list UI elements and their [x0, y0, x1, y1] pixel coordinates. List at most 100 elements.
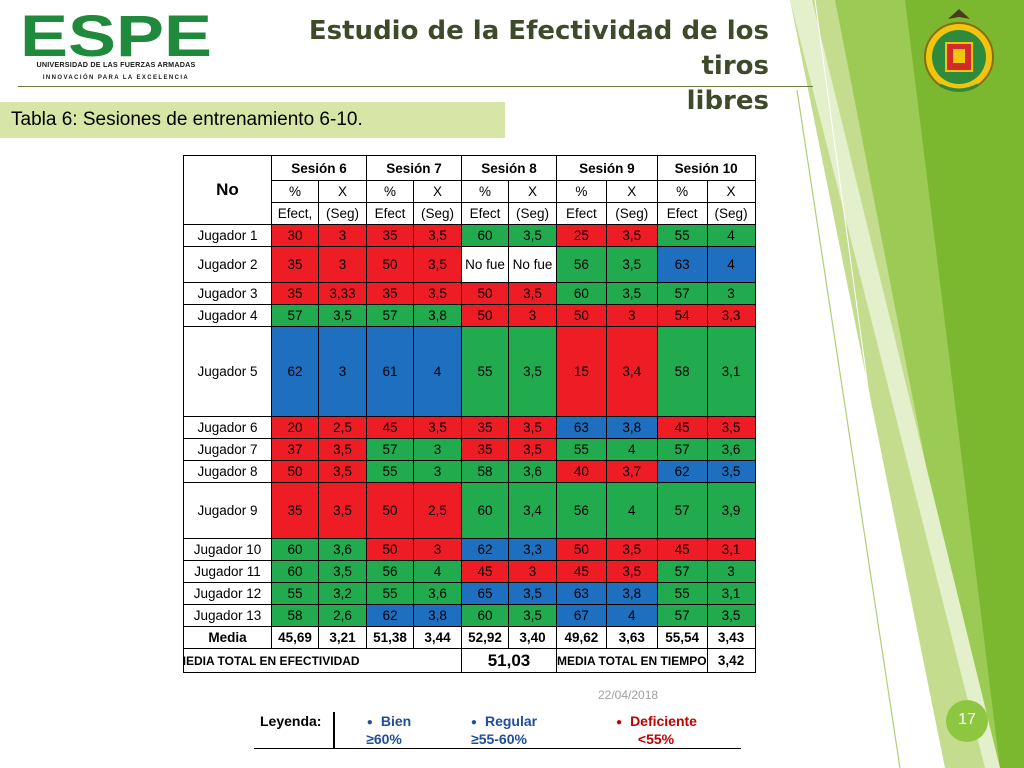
media-value: 45,69: [271, 626, 319, 649]
effectiveness-cell: 50: [366, 482, 414, 539]
time-cell: 2,5: [413, 482, 462, 539]
media-value: 3,44: [413, 626, 462, 649]
time-cell: 3,9: [706, 482, 756, 539]
university-tagline: INNOVACIÓN PARA LA EXCELENCIA: [42, 75, 190, 81]
effectiveness-cell: 57: [656, 560, 708, 583]
time-cell: 3,1: [706, 326, 756, 417]
legend-item-deficiente: ● Deficiente: [599, 713, 714, 729]
time-cell: 3: [706, 560, 756, 583]
effectiveness-cell: 62: [271, 326, 319, 417]
time-cell: 3,8: [605, 582, 658, 605]
table-row: Jugador 1 30 3 35 3,5 60 3,5 25 3,5 55 4: [183, 224, 756, 247]
time-cell: 3,5: [508, 582, 557, 605]
player-name: Jugador 11: [183, 560, 272, 583]
effectiveness-cell: 62: [461, 538, 509, 561]
time-cell: 3: [318, 224, 367, 247]
effectiveness-cell: 45: [556, 560, 607, 583]
time-cell: 3: [318, 246, 367, 283]
effectiveness-cell: 50: [366, 538, 414, 561]
subheader-unit: Efect: [656, 202, 708, 225]
session-header: Sesión 7: [366, 155, 462, 181]
legend-title: Leyenda:: [260, 713, 322, 729]
time-cell: 3: [508, 560, 557, 583]
effectiveness-cell: 60: [271, 560, 319, 583]
time-cell: 3,5: [706, 604, 756, 627]
table-row: Jugador 11 60 3,5 56 4 45 3 45 3,5 57 3: [183, 560, 756, 583]
time-cell: 3: [413, 438, 462, 461]
table-row: Jugador 4 57 3,5 57 3,8 50 3 50 3 54 3,3: [183, 304, 756, 327]
effectiveness-cell: 35: [271, 246, 319, 283]
effectiveness-cell: 62: [366, 604, 414, 627]
effectiveness-cell: 55: [366, 460, 414, 483]
subheader-unit: Efect: [461, 202, 509, 225]
total-tiempo-value: 3,42: [706, 648, 756, 673]
player-name: Jugador 6: [183, 416, 272, 439]
table-row: Jugador 7 37 3,5 57 3 35 3,5 55 4 57 3,6: [183, 438, 756, 461]
subheader-unit: Efect: [366, 202, 414, 225]
effectiveness-cell: 63: [556, 416, 607, 439]
subheader-symbol: %: [366, 180, 414, 203]
table-row: Jugador 13 58 2,6 62 3,8 60 3,5 67 4 57 3,5: [183, 604, 756, 627]
time-cell: 3,5: [318, 560, 367, 583]
table-row: Jugador 2 35 3 50 3,5 No fue No fue 56 3,5 63 4: [183, 246, 756, 283]
time-cell: 3,5: [508, 438, 557, 461]
effectiveness-cell: 15: [556, 326, 607, 417]
table-subheader-row: % X% X% X% X% X: [184, 180, 756, 203]
subheader-unit: Efect,: [271, 202, 319, 225]
time-cell: 3,2: [318, 582, 367, 605]
media-value: 3,40: [508, 626, 557, 649]
media-value: 52,92: [461, 626, 509, 649]
table-row: Jugador 12 55 3,2 55 3,6 65 3,5 63 3,8 55 3,1: [183, 582, 756, 605]
time-cell: 2,5: [318, 416, 367, 439]
page-number-badge: 17: [946, 700, 988, 742]
effectiveness-cell: 62: [656, 460, 708, 483]
player-name: Jugador 8: [183, 460, 272, 483]
effectiveness-cell: 60: [461, 482, 509, 539]
subheader-symbol: X: [706, 180, 756, 203]
slide-date: 22/04/2018: [598, 688, 659, 702]
time-cell: 3,5: [413, 282, 462, 305]
table-row: Jugador 5 62 3 61 4 55 3,5 15 3,4 58 3,1: [183, 326, 756, 417]
time-cell: 3,5: [413, 416, 462, 439]
effectiveness-cell: 57: [656, 482, 708, 539]
bullet-icon: ●: [470, 717, 477, 728]
time-cell: 3,1: [706, 538, 756, 561]
time-cell: 3,5: [605, 560, 658, 583]
effectiveness-cell: 50: [556, 304, 607, 327]
effectiveness-cell: 40: [556, 460, 607, 483]
effectiveness-cell: 63: [656, 246, 708, 283]
time-cell: 3,5: [508, 604, 557, 627]
effectiveness-cell: 57: [366, 438, 414, 461]
media-value: 55,54: [656, 626, 708, 649]
time-cell: 3,5: [413, 224, 462, 247]
effectiveness-cell: 54: [656, 304, 708, 327]
effectiveness-cell: 57: [656, 604, 708, 627]
effectiveness-cell: 55: [656, 582, 708, 605]
training-sessions-table: No Sesión 6 Sesión 7 Sesión 8 Sesión 9 Sesión…: [183, 155, 756, 673]
time-cell: 3,6: [318, 538, 367, 561]
subheader-symbol: X: [318, 180, 367, 203]
table-caption: Tabla 6: Sesiones de entrenamiento 6-10.: [0, 102, 505, 138]
effectiveness-cell: 50: [366, 246, 414, 283]
effectiveness-cell: 30: [271, 224, 319, 247]
legend-range-bien: ≥60%: [366, 731, 402, 747]
effectiveness-cell: 55: [556, 438, 607, 461]
bullet-icon: ●: [366, 717, 373, 728]
bullet-icon: ●: [616, 717, 623, 728]
effectiveness-cell: 45: [366, 416, 414, 439]
session-header: Sesión 9: [556, 155, 658, 181]
time-cell: 3: [706, 282, 756, 305]
effectiveness-cell: 35: [366, 282, 414, 305]
effectiveness-cell: 35: [461, 438, 509, 461]
table-row: Jugador 9 35 3,5 50 2,5 60 3,4 56 4 57 3,9: [183, 482, 756, 539]
effectiveness-cell: 56: [556, 482, 607, 539]
subheader-symbol: X: [508, 180, 557, 203]
effectiveness-cell: 45: [461, 560, 509, 583]
player-name: Jugador 12: [183, 582, 272, 605]
effectiveness-cell: 58: [656, 326, 708, 417]
player-name: Jugador 1: [183, 224, 272, 247]
time-cell: 4: [605, 438, 658, 461]
legend-item-regular: ● Regular: [454, 713, 554, 729]
time-cell: 3,5: [318, 482, 367, 539]
effectiveness-cell: 35: [366, 224, 414, 247]
